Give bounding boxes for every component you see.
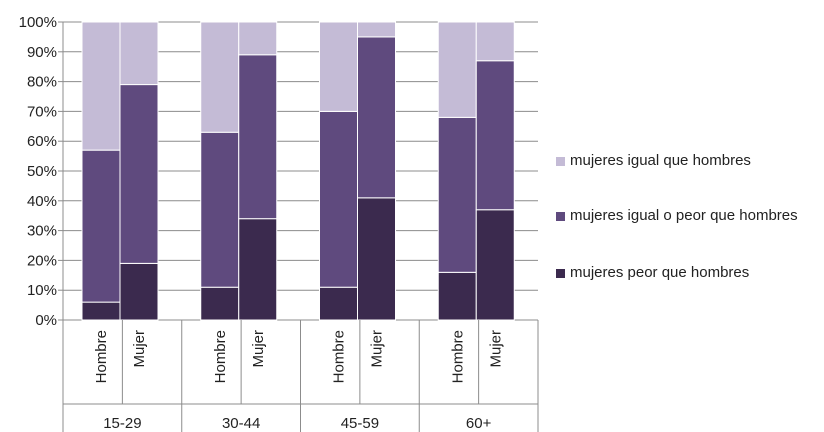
legend-label: mujeres igual que hombres bbox=[570, 152, 751, 169]
category-label: Mujer bbox=[487, 330, 504, 368]
legend-item: mujeres peor que hombres bbox=[556, 264, 749, 281]
y-tick-label: 70% bbox=[27, 103, 57, 120]
bar-segment bbox=[475, 60, 515, 211]
y-tick-label: 90% bbox=[27, 44, 57, 61]
group-label: 45-59 bbox=[341, 415, 379, 432]
bar-segment bbox=[200, 286, 240, 321]
bar-segment bbox=[238, 21, 278, 56]
group-labels: 15-29 30-44 45-59 60+ bbox=[103, 415, 491, 432]
bar-segment bbox=[119, 21, 159, 86]
legend-item: mujeres igual que hombres bbox=[556, 152, 751, 169]
legend-item: mujeres igual o peor que hombres bbox=[556, 207, 815, 224]
bar-segment bbox=[437, 271, 477, 321]
y-tick-label: 0% bbox=[35, 312, 57, 329]
bar-segment bbox=[200, 131, 240, 288]
y-tick-label: 40% bbox=[27, 193, 57, 210]
bar-segment bbox=[119, 84, 159, 264]
y-tick-label: 80% bbox=[27, 74, 57, 91]
bar-segment bbox=[81, 301, 121, 321]
y-tick-label: 60% bbox=[27, 133, 57, 150]
bar-segment bbox=[200, 21, 240, 133]
bar-segment bbox=[81, 149, 121, 303]
y-tick-labels: 0% 10% 20% 30% 40% 50% 60% 70% 80% 90% 100% bbox=[19, 14, 57, 329]
bar-segment bbox=[81, 21, 121, 151]
legend-swatch bbox=[556, 157, 565, 166]
y-tick-label: 10% bbox=[27, 282, 57, 299]
bar-segment bbox=[319, 21, 358, 112]
bar-segment bbox=[319, 110, 358, 288]
bar-segment bbox=[357, 197, 396, 321]
group-label: 60+ bbox=[466, 415, 492, 432]
category-label: Hombre bbox=[449, 330, 466, 383]
bars bbox=[81, 21, 515, 321]
category-label: Hombre bbox=[212, 330, 229, 383]
bar-segment bbox=[119, 262, 159, 321]
bar-segment bbox=[238, 218, 278, 321]
group-label: 30-44 bbox=[222, 415, 260, 432]
category-label: Mujer bbox=[131, 330, 148, 368]
bar-segment bbox=[437, 21, 477, 118]
category-label: Hombre bbox=[93, 330, 110, 383]
bar-segment bbox=[357, 36, 396, 199]
y-tick-label: 100% bbox=[19, 14, 57, 31]
legend-swatch bbox=[556, 212, 565, 221]
legend-label: mujeres igual o peor que hombres bbox=[570, 207, 798, 224]
y-tick-label: 30% bbox=[27, 223, 57, 240]
group-label: 15-29 bbox=[103, 415, 141, 432]
legend-label: mujeres peor que hombres bbox=[570, 264, 750, 281]
category-label: Mujer bbox=[250, 330, 267, 368]
bar-segment bbox=[437, 116, 477, 273]
category-label: Mujer bbox=[369, 330, 386, 368]
category-label: Hombre bbox=[331, 330, 348, 383]
y-tick-label: 20% bbox=[27, 252, 57, 269]
bar-segment bbox=[238, 54, 278, 220]
y-tick-label: 50% bbox=[27, 163, 57, 180]
legend-swatch bbox=[556, 269, 565, 278]
bar-segment bbox=[357, 21, 396, 38]
bar-segment bbox=[475, 209, 515, 321]
axes bbox=[58, 21, 539, 432]
category-labels: Hombre Mujer Hombre Mujer Hombre Mujer Hombre M… bbox=[93, 330, 504, 383]
bar-segment bbox=[475, 21, 515, 62]
bar-segment bbox=[319, 286, 358, 321]
